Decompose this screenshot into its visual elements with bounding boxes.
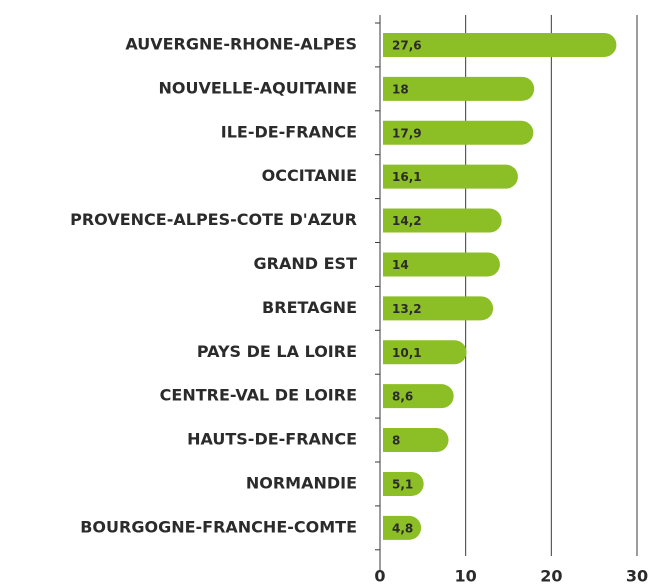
y-tick-label: NOUVELLE-AQUITAINE <box>158 78 357 97</box>
y-tick-label: NORMANDIE <box>246 473 357 492</box>
x-tick-label: 20 <box>540 567 562 586</box>
y-tick-label: BOURGOGNE-FRANCHE-COMTE <box>80 517 357 536</box>
x-tick-label: 10 <box>455 567 477 586</box>
y-tick-label: OCCITANIE <box>262 166 357 185</box>
bar <box>383 340 467 365</box>
bar <box>383 515 422 540</box>
bar <box>383 120 534 145</box>
x-tick-label: 30 <box>626 567 648 586</box>
data-label: 4,8 <box>392 521 413 535</box>
data-label: 5,1 <box>392 477 413 491</box>
data-label: 8 <box>392 434 400 448</box>
bar <box>383 252 500 277</box>
y-tick-label: HAUTS-DE-FRANCE <box>187 430 357 449</box>
y-tick-label: GRAND EST <box>254 254 358 273</box>
y-tick-label: PROVENCE-ALPES-COTE D'AZUR <box>70 210 357 229</box>
y-tick-label: AUVERGNE-RHONE-ALPES <box>125 34 357 53</box>
y-tick-label: ILE-DE-FRANCE <box>221 122 357 141</box>
bar <box>383 428 449 453</box>
y-tick-label: BRETAGNE <box>262 298 357 317</box>
data-label: 10,1 <box>392 346 422 360</box>
data-label: 18 <box>392 82 409 96</box>
x-tick-label: 0 <box>374 567 385 586</box>
bar <box>383 208 502 233</box>
data-label: 13,2 <box>392 302 422 316</box>
data-label: 16,1 <box>392 170 422 184</box>
bar <box>383 296 494 321</box>
data-label: 8,6 <box>392 390 413 404</box>
y-tick-label: CENTRE-VAL DE LOIRE <box>160 386 357 405</box>
bar <box>383 384 454 409</box>
bar <box>383 32 617 57</box>
data-label: 14 <box>392 258 409 272</box>
data-label: 17,9 <box>392 126 422 140</box>
data-label: 27,6 <box>392 38 422 52</box>
bar <box>383 471 424 496</box>
bar <box>383 164 518 189</box>
bar <box>383 76 535 101</box>
y-tick-label: PAYS DE LA LOIRE <box>197 342 357 361</box>
data-label: 14,2 <box>392 214 422 228</box>
